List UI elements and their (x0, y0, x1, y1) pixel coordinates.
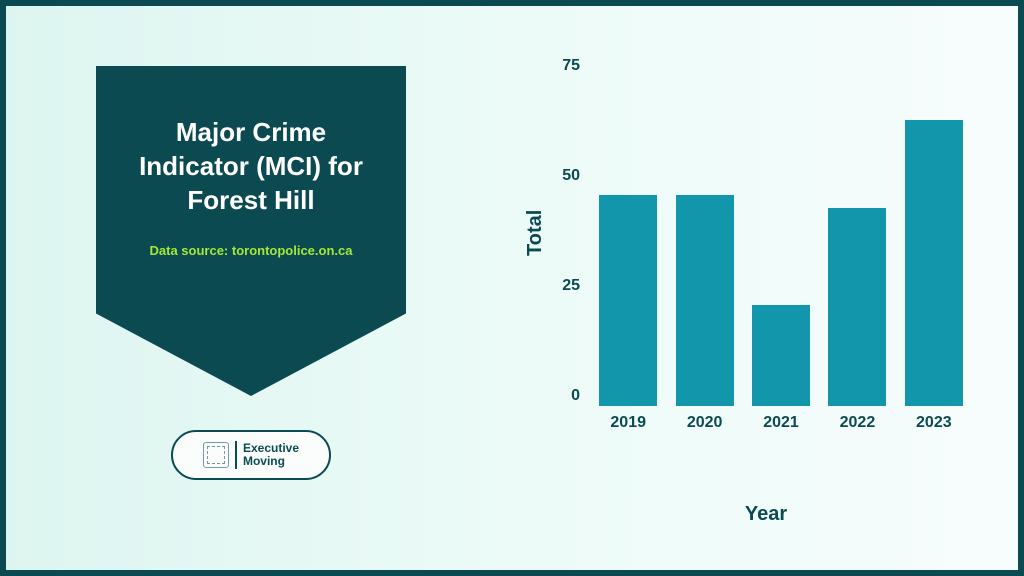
bar (828, 208, 886, 406)
y-axis-label: Total (524, 210, 547, 256)
x-tick-label: 2023 (916, 414, 952, 432)
bar-wrap: 2023 (900, 120, 968, 406)
plot-area: 20192020202120222023 0255075 (586, 76, 976, 406)
x-tick-label: 2021 (763, 414, 799, 432)
bar (752, 305, 810, 406)
panel-title: Major Crime Indicator (MCI) for Forest H… (120, 116, 382, 217)
bar (905, 120, 963, 406)
logo-divider (235, 441, 237, 469)
bar (676, 195, 734, 406)
data-source: Data source: torontopolice.on.ca (120, 243, 382, 258)
bar-wrap: 2022 (823, 208, 891, 406)
infographic-frame: Major Crime Indicator (MCI) for Forest H… (0, 0, 1024, 576)
y-tick: 75 (548, 57, 580, 75)
bar-wrap: 2021 (747, 305, 815, 406)
bar-wrap: 2019 (594, 195, 662, 406)
x-tick-label: 2020 (687, 414, 723, 432)
logo-text: Executive Moving (243, 442, 299, 468)
x-tick-label: 2019 (610, 414, 646, 432)
bar (599, 195, 657, 406)
x-tick-label: 2022 (840, 414, 876, 432)
bars-container: 20192020202120222023 (586, 76, 976, 406)
title-shield: Major Crime Indicator (MCI) for Forest H… (96, 66, 406, 396)
left-column: Major Crime Indicator (MCI) for Forest H… (96, 66, 406, 480)
buildings-icon (203, 442, 229, 468)
brand-logo: Executive Moving (171, 430, 331, 480)
x-axis-label: Year (546, 503, 986, 526)
y-tick: 0 (548, 387, 580, 405)
y-tick: 25 (548, 277, 580, 295)
bar-wrap: 2020 (670, 195, 738, 406)
bar-chart: Total 20192020202120222023 0255075 Year (546, 56, 986, 476)
logo-line2: Moving (243, 455, 299, 468)
y-tick: 50 (548, 167, 580, 185)
